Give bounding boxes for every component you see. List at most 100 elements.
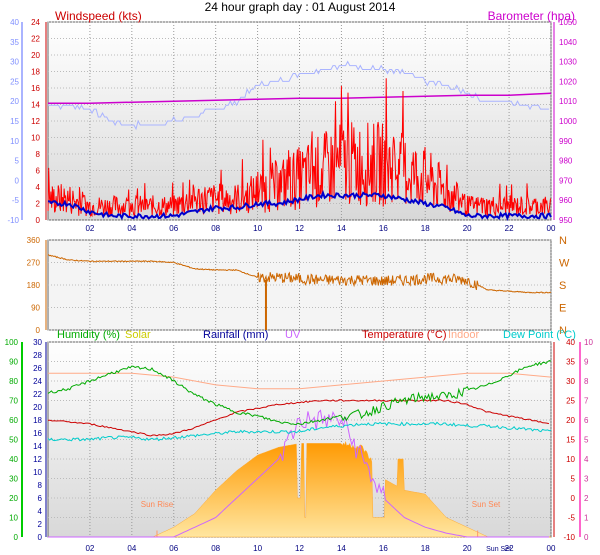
barometer-tick-label: 1020	[559, 77, 577, 86]
x-tick-label: 12	[295, 544, 304, 553]
page-title: 24 hour graph day : 01 August 2014	[205, 0, 396, 14]
legend-item: Dew Point (°C)	[503, 329, 576, 341]
uv-tick-label: 4	[584, 455, 589, 464]
outer-y-tick-label: 5	[15, 157, 20, 166]
compass-label: N	[559, 235, 567, 247]
humidity-tick-label: 40	[9, 455, 18, 464]
humidity-tick-label: 100	[5, 338, 19, 347]
barometer-axis-title: Barometer (hpa)	[488, 9, 575, 23]
barometer-tick-label: 960	[559, 196, 573, 205]
x-tick-label: 00	[547, 224, 556, 233]
barometer-tick-label: 950	[559, 216, 573, 225]
temperature-tick-label: -5	[568, 514, 576, 523]
temperature-tick-label: 35	[566, 358, 575, 367]
x-tick-label: 22	[505, 224, 514, 233]
rainfall-tick-label: 16	[33, 429, 42, 438]
wind-barometer-panel: Windspeed (kts) Barometer (hpa)4035302520…	[7, 9, 577, 233]
barometer-tick-label: 1010	[559, 97, 577, 106]
x-tick-label: 18	[421, 224, 430, 233]
uv-tick-label: 2	[584, 494, 589, 503]
rainfall-tick-label: 30	[33, 338, 42, 347]
temperature-humidity-panel: Humidity (%) Solar Rainfall (mm) UV Temperat…	[5, 329, 594, 553]
windspeed-tick-label: 16	[31, 84, 40, 93]
temperature-tick-label: 40	[566, 338, 575, 347]
average-wind-line	[47, 189, 552, 222]
compass-label: S	[559, 280, 566, 292]
barometer-tick-label: 1040	[559, 38, 577, 47]
windspeed-tick-label: 2	[36, 200, 41, 209]
rainfall-tick-label: 10	[33, 468, 42, 477]
barometer-tick-label: 1030	[559, 58, 577, 67]
x-tick-label: 06	[169, 224, 178, 233]
barometer-tick-label: 980	[559, 157, 573, 166]
outer-y-tick-label: 40	[10, 18, 19, 27]
legend-item: Solar	[125, 329, 151, 341]
uv-tick-label: 8	[584, 377, 589, 386]
windspeed-tick-label: 22	[31, 35, 40, 44]
uv-tick-label: 9	[584, 358, 589, 367]
x-tick-label: 14	[337, 544, 346, 553]
temperature-tick-label: 15	[566, 436, 575, 445]
temperature-tick-label: -10	[563, 533, 575, 542]
humidity-tick-label: 50	[9, 436, 18, 445]
x-tick-label: 16	[379, 544, 388, 553]
humidity-tick-label: 20	[9, 494, 18, 503]
barometer-tick-label: 1050	[559, 18, 577, 27]
rainfall-tick-label: 20	[33, 403, 42, 412]
outer-y-tick-label: 20	[10, 97, 19, 106]
temperature-tick-label: 30	[566, 377, 575, 386]
x-tick-label: 22	[505, 544, 514, 553]
x-tick-label: 10	[253, 544, 262, 553]
rainfall-tick-label: 18	[33, 416, 42, 425]
windspeed-tick-label: 8	[36, 150, 41, 159]
outer-y-tick-label: 10	[10, 137, 19, 146]
rainfall-tick-label: 6	[38, 494, 43, 503]
temperature-tick-label: 0	[571, 494, 576, 503]
wind-direction-line	[47, 254, 552, 294]
uv-tick-label: 6	[584, 416, 589, 425]
barometer-tick-label: 1000	[559, 117, 577, 126]
humidity-tick-label: 60	[9, 416, 18, 425]
legend-item: Humidity (%)	[57, 329, 120, 341]
windspeed-axis-title: Windspeed (kts)	[55, 9, 142, 23]
x-tick-label: 16	[379, 224, 388, 233]
x-tick-label: 12	[295, 224, 304, 233]
x-tick-label: 04	[127, 544, 136, 553]
sun-set-x-label: Sun Set	[486, 546, 511, 553]
direction-tick-label: 180	[27, 281, 41, 290]
humidity-tick-label: 0	[14, 533, 19, 542]
x-tick-label: 08	[211, 544, 220, 553]
legend-item: Temperature (°C)	[362, 329, 446, 341]
barometer-tick-label: 970	[559, 176, 573, 185]
humidity-tick-label: 10	[9, 514, 18, 523]
uv-tick-label: 3	[584, 475, 589, 484]
uv-tick-label: 1	[584, 514, 589, 523]
x-tick-label: 02	[85, 224, 94, 233]
windspeed-tick-label: 4	[36, 183, 41, 192]
x-tick-label: 18	[421, 544, 430, 553]
rainfall-tick-label: 2	[38, 520, 43, 529]
windspeed-tick-label: 12	[31, 117, 40, 126]
temperature-tick-label: 10	[566, 455, 575, 464]
uv-line	[48, 409, 549, 538]
direction-tick-label: 360	[27, 236, 41, 245]
rainfall-tick-label: 12	[33, 455, 42, 464]
rainfall-tick-label: 8	[38, 481, 43, 490]
x-tick-label: 20	[463, 224, 472, 233]
temperature-tick-label: 20	[566, 416, 575, 425]
humidity-line	[47, 360, 552, 426]
sun-rise-label: Sun Rise	[141, 500, 174, 509]
uv-tick-label: 10	[584, 338, 593, 347]
outer-y-tick-label: -10	[7, 216, 19, 225]
x-tick-label: 06	[169, 544, 178, 553]
windspeed-tick-label: 20	[31, 51, 40, 60]
compass-label: N	[559, 325, 567, 337]
rainfall-tick-label: 22	[33, 390, 42, 399]
uv-tick-label: 0	[584, 533, 589, 542]
temperature-tick-label: 25	[566, 397, 575, 406]
outer-y-tick-label: 25	[10, 77, 19, 86]
legend-item: UV	[285, 329, 301, 341]
barometer-tick-label: 990	[559, 137, 573, 146]
x-tick-label: 00	[547, 544, 556, 553]
sun-set-label: Sun Set	[472, 500, 501, 509]
